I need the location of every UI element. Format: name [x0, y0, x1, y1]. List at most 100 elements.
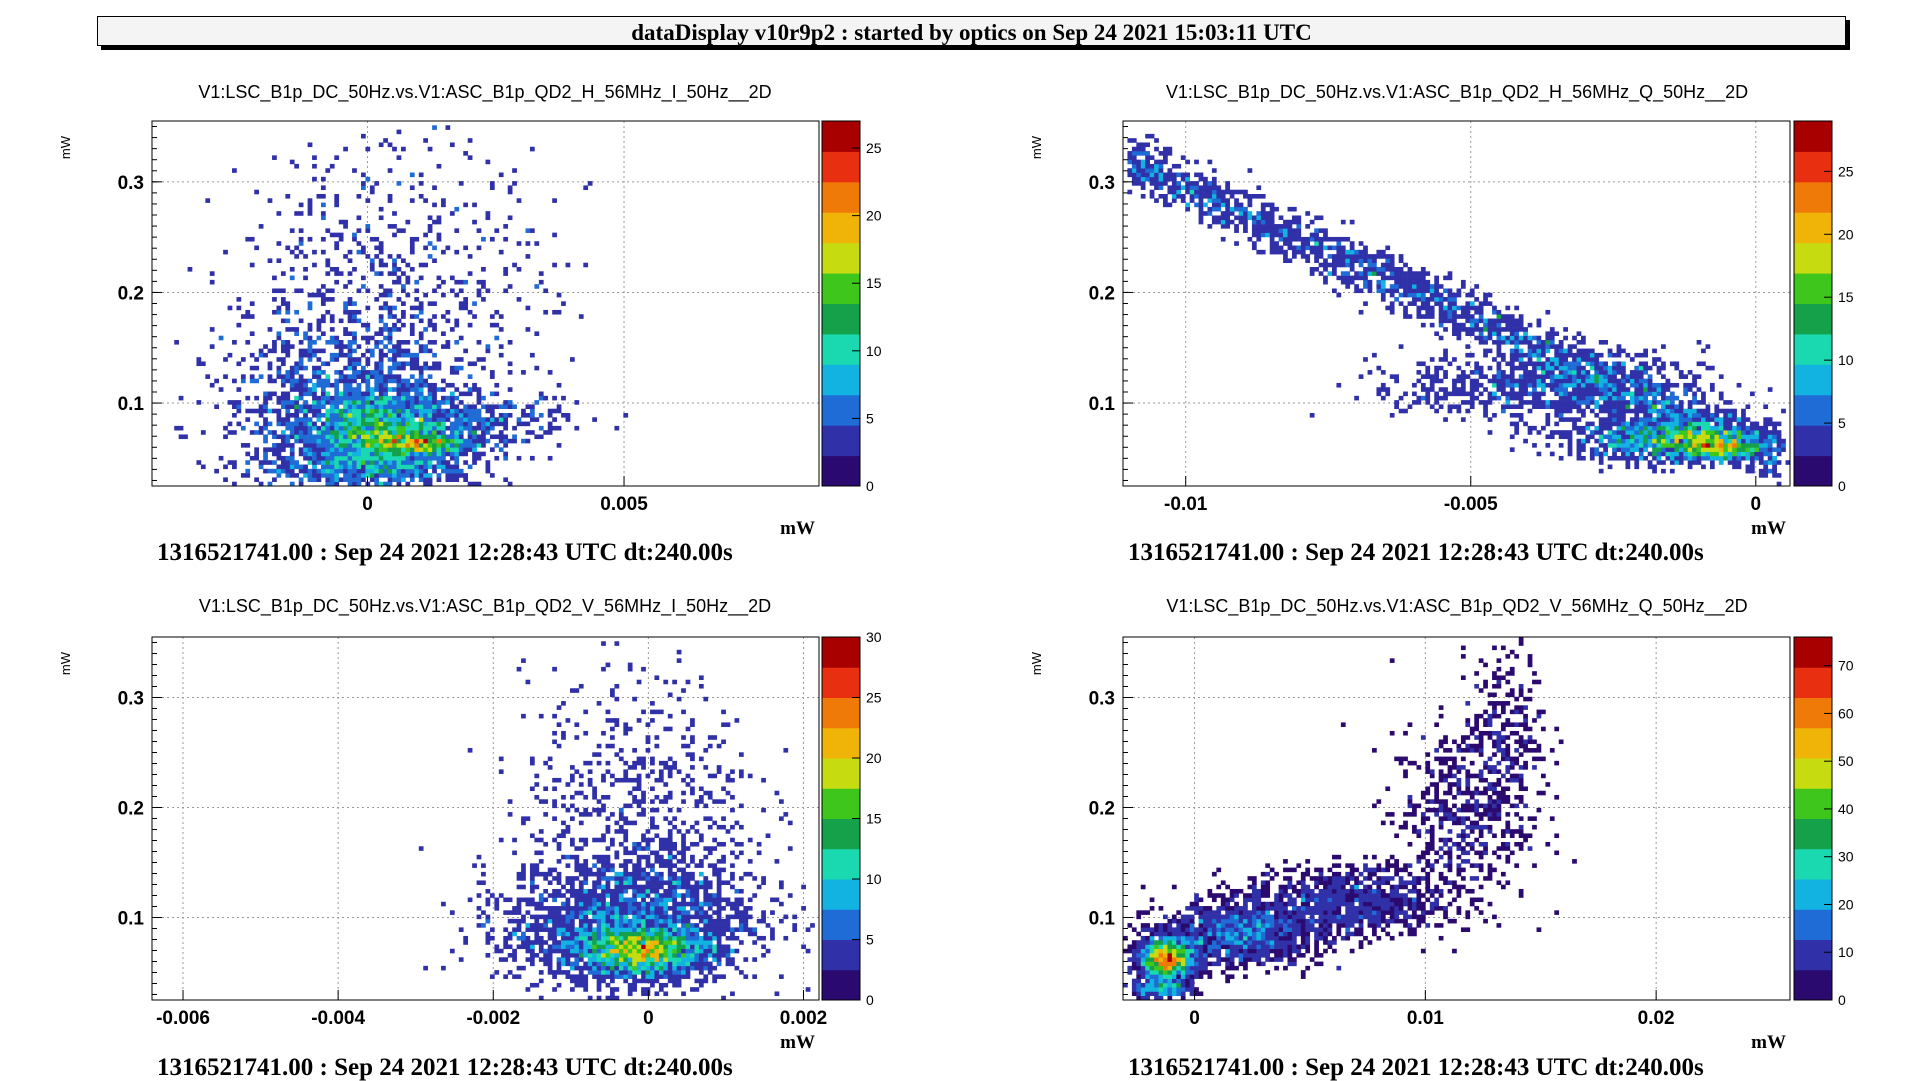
- colorbar-segment: [822, 315, 860, 323]
- heatmap-bin: [356, 395, 362, 401]
- heatmap-bin: [1612, 361, 1617, 367]
- heatmap-bin: [298, 241, 304, 246]
- heatmap-bin: [690, 948, 695, 954]
- heatmap-bin: [1625, 374, 1631, 379]
- heatmap-bin: [236, 297, 242, 302]
- heatmap-bin: [596, 923, 602, 928]
- heatmap-bin: [1532, 425, 1537, 431]
- heatmap-bin: [1518, 322, 1524, 328]
- heatmap-bin: [1185, 185, 1190, 191]
- heatmap-bin: [369, 473, 375, 478]
- heatmap-bin: [1163, 172, 1168, 178]
- heatmap-bin: [525, 940, 531, 945]
- heatmap-bin: [307, 301, 313, 306]
- heatmap-bin: [623, 935, 629, 941]
- colorbar-segment: [822, 230, 860, 238]
- heatmap-bin: [365, 357, 371, 362]
- heatmap-bin: [1678, 430, 1684, 435]
- heatmap-bin: [1549, 331, 1555, 337]
- heatmap-bin: [329, 335, 335, 341]
- heatmap-bin: [303, 275, 308, 281]
- heatmap-bin: [263, 404, 268, 410]
- heatmap-bin: [681, 991, 686, 997]
- heatmap-bin: [1576, 455, 1582, 461]
- heatmap-bin: [405, 378, 411, 384]
- heatmap-bin: [285, 309, 291, 315]
- heatmap-bin: [694, 935, 700, 941]
- heatmap-bin: [1149, 189, 1155, 195]
- heatmap-bin: [1692, 400, 1697, 405]
- heatmap-bin: [356, 451, 362, 457]
- heatmap-bin: [681, 923, 686, 928]
- heatmap-bin: [1509, 348, 1515, 354]
- heatmap-bin: [1683, 417, 1689, 422]
- heatmap-bin: [276, 451, 282, 457]
- heatmap-bin: [272, 391, 277, 397]
- heatmap-bin: [1741, 430, 1746, 435]
- heatmap-bin: [418, 370, 424, 375]
- heatmap-bin: [1412, 297, 1417, 302]
- heatmap-bin: [383, 404, 388, 410]
- heatmap-bin: [645, 918, 651, 924]
- heatmap-bin: [316, 451, 322, 457]
- heatmap-bin: [396, 254, 402, 259]
- heatmap-bin: [1669, 447, 1675, 452]
- heatmap-bin: [618, 944, 624, 950]
- heatmap-bin: [1603, 434, 1608, 440]
- heatmap-bin: [360, 464, 366, 470]
- heatmap-bin: [263, 352, 268, 358]
- heatmap-bin: [1483, 400, 1488, 405]
- heatmap-bin: [494, 404, 500, 410]
- heatmap-bin: [676, 953, 682, 958]
- heatmap-bin: [1696, 443, 1702, 448]
- heatmap-bin: [1554, 391, 1560, 397]
- heatmap-bin: [583, 918, 589, 924]
- heatmap-bin: [347, 473, 353, 478]
- heatmap-bin: [1514, 344, 1520, 349]
- heatmap-bin: [1567, 408, 1573, 414]
- heatmap-bin: [1514, 331, 1520, 337]
- heatmap-bin: [329, 404, 335, 410]
- heatmap-bin: [561, 931, 566, 937]
- heatmap-bin: [432, 258, 437, 264]
- heatmap-bin: [1576, 451, 1582, 457]
- heatmap-bin: [1158, 159, 1164, 165]
- heatmap-bin: [298, 391, 304, 397]
- heatmap-bin: [383, 460, 388, 465]
- heatmap-bin: [1647, 400, 1653, 405]
- heatmap-bin: [378, 331, 384, 337]
- heatmap-bin: [267, 421, 273, 427]
- heatmap-bin: [667, 957, 673, 962]
- heatmap-bin: [360, 395, 366, 401]
- heatmap-bin: [1749, 391, 1755, 397]
- colorbar-segment: [822, 175, 860, 183]
- heatmap-bin: [1567, 374, 1573, 379]
- heatmap-bin: [1478, 301, 1484, 306]
- heatmap-bin: [276, 400, 282, 405]
- heatmap-bin: [601, 978, 606, 984]
- heatmap-bin: [1398, 301, 1404, 306]
- heatmap-bin: [445, 395, 451, 401]
- heatmap-bin: [1509, 327, 1515, 332]
- heatmap-bin: [449, 327, 455, 332]
- heatmap-bin: [694, 948, 700, 954]
- colorbar-segment: [1794, 419, 1832, 426]
- heatmap-bin: [1656, 421, 1662, 427]
- heatmap-bin: [1576, 438, 1582, 444]
- heatmap-bin: [636, 948, 642, 954]
- heatmap-bin: [658, 931, 664, 937]
- heatmap-bin: [392, 404, 397, 410]
- heatmap-bin: [610, 918, 615, 924]
- heatmap-bin: [463, 447, 469, 452]
- heatmap-bin: [1567, 443, 1573, 448]
- heatmap-bin: [369, 262, 375, 268]
- heatmap-bin: [1536, 361, 1542, 367]
- heatmap-bin: [392, 262, 397, 268]
- heatmap-bin: [623, 940, 629, 945]
- heatmap-bin: [1349, 219, 1355, 225]
- heatmap-bin: [694, 961, 700, 967]
- heatmap-bin: [280, 455, 286, 461]
- heatmap-bin: [1532, 344, 1537, 349]
- heatmap-bin: [1412, 288, 1417, 294]
- heatmap-bin: [1198, 176, 1204, 182]
